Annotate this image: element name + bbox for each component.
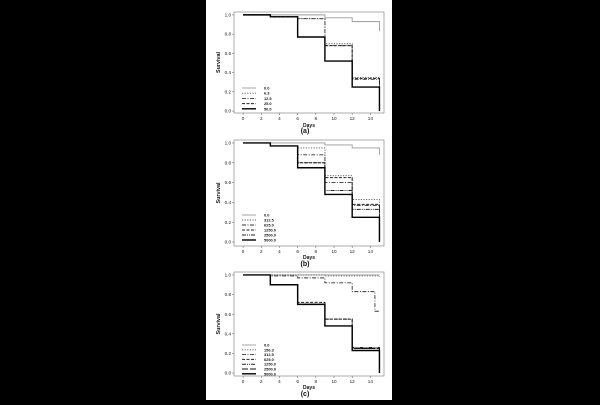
y-tick-label: 0.4: [225, 331, 232, 336]
legend-label: 312.5: [264, 352, 275, 357]
y-tick-label: 0.2: [225, 89, 232, 94]
legend-label: 2500.0: [264, 233, 276, 238]
survival-figure: 0.0 0.2 0.4 0.6 0.8 1.0 0 2 4 6 8 10 12 14 Days Surviva…: [216, 11, 385, 398]
y-tick-label: 0.0: [225, 109, 232, 114]
y-tick-label: 0.8: [225, 292, 232, 297]
y-axis-label: Survival: [216, 313, 222, 334]
panel-label: (b): [301, 261, 310, 268]
chart-panel-0: 0.0 0.2 0.4 0.6 0.8 1.0 0 2 4 6 8 10 12 14 Days Surviva…: [216, 11, 385, 135]
x-tick-label: 8: [315, 249, 318, 254]
legend-label: 0.0: [264, 343, 269, 348]
y-tick-label: 1.0: [225, 273, 232, 278]
legend-label: 625.0: [264, 357, 274, 362]
legend-label: 0.0: [264, 86, 269, 91]
plot-frame: [233, 11, 385, 114]
series-line-0.0: [243, 14, 380, 32]
legend-label: 5000.0: [264, 371, 276, 376]
y-tick-label: 1.0: [225, 12, 232, 17]
x-tick-label: 10: [331, 379, 337, 384]
series-line-12.5: [243, 14, 380, 107]
x-tick-label: 4: [278, 116, 281, 121]
x-tick-label: 12: [350, 116, 356, 121]
x-tick-label: 8: [315, 116, 318, 121]
y-tick-label: 0.4: [225, 70, 232, 75]
legend-label: 0.0: [264, 213, 269, 218]
x-tick-label: 6: [296, 379, 299, 384]
x-tick-label: 14: [368, 379, 374, 384]
x-tick-label: 0: [242, 379, 245, 384]
x-tick-label: 12: [350, 249, 356, 254]
x-axis-label: Days: [303, 123, 315, 129]
y-tick-label: 0.6: [225, 312, 232, 317]
legend-label: 6.3: [264, 91, 270, 96]
y-tick-label: 0.4: [225, 200, 232, 205]
panel-label: (c): [301, 391, 310, 398]
legend-label: 312.5: [264, 218, 275, 223]
y-tick-label: 0.8: [225, 32, 232, 37]
x-tick-label: 14: [368, 116, 374, 121]
x-tick-label: 6: [296, 249, 299, 254]
y-tick-label: 0.0: [225, 371, 232, 376]
legend-label: 50.0: [264, 106, 272, 111]
x-axis-label: Days: [303, 385, 315, 391]
series-line-625.0: [243, 142, 380, 240]
y-tick-label: 0.0: [225, 240, 232, 245]
x-tick-label: 4: [278, 249, 281, 254]
plot-frame: [233, 139, 385, 247]
legend-label: 12.5: [264, 96, 272, 101]
x-tick-label: 14: [368, 249, 374, 254]
legend-label: 625.0: [264, 223, 274, 228]
y-axis-label: Survival: [216, 182, 222, 203]
y-tick-label: 0.6: [225, 51, 232, 56]
chart-panel-1: 0.0 0.2 0.4 0.6 0.8 1.0 0 2 4 6 8 10 12 14 Days Surviva…: [216, 139, 385, 268]
x-axis-label: Days: [303, 255, 315, 261]
y-axis-label: Survival: [216, 52, 222, 73]
series-line-0.0: [243, 142, 380, 155]
legend-label: 2500.0: [264, 367, 276, 372]
x-tick-label: 4: [278, 379, 281, 384]
series-line-5000.0: [243, 142, 381, 243]
chart-panel-2: 0.0 0.2 0.4 0.6 0.8 1.0 0 2 4 6 8 10 12 14 Days Surviva…: [216, 271, 385, 398]
y-tick-label: 0.8: [225, 160, 232, 165]
legend-label: 1250.0: [264, 362, 276, 367]
y-tick-label: 0.2: [225, 351, 232, 356]
legend-label: 1250.0: [264, 228, 276, 233]
series-line-5000.0: [243, 274, 381, 374]
x-tick-label: 8: [315, 379, 318, 384]
y-tick-label: 1.0: [225, 141, 232, 146]
x-tick-label: 0: [242, 249, 245, 254]
x-tick-label: 2: [260, 249, 263, 254]
x-tick-label: 0: [242, 116, 245, 121]
y-tick-label: 0.2: [225, 220, 232, 225]
x-tick-label: 2: [260, 116, 263, 121]
series-line-50.0: [243, 14, 381, 112]
plot-frame: [233, 271, 385, 377]
x-tick-label: 12: [350, 379, 356, 384]
x-tick-label: 10: [331, 249, 337, 254]
legend-label: 25.0: [264, 101, 272, 106]
legend-label: 5000.0: [264, 238, 276, 243]
x-tick-label: 2: [260, 379, 263, 384]
x-tick-label: 10: [331, 116, 337, 121]
x-tick-label: 6: [296, 116, 299, 121]
figure-panel: 0.0 0.2 0.4 0.6 0.8 1.0 0 2 4 6 8 10 12 14 Days Surviva…: [206, 0, 392, 400]
panel-label: (a): [301, 128, 310, 135]
y-tick-label: 0.6: [225, 180, 232, 185]
legend-label: 156.3: [264, 347, 275, 352]
